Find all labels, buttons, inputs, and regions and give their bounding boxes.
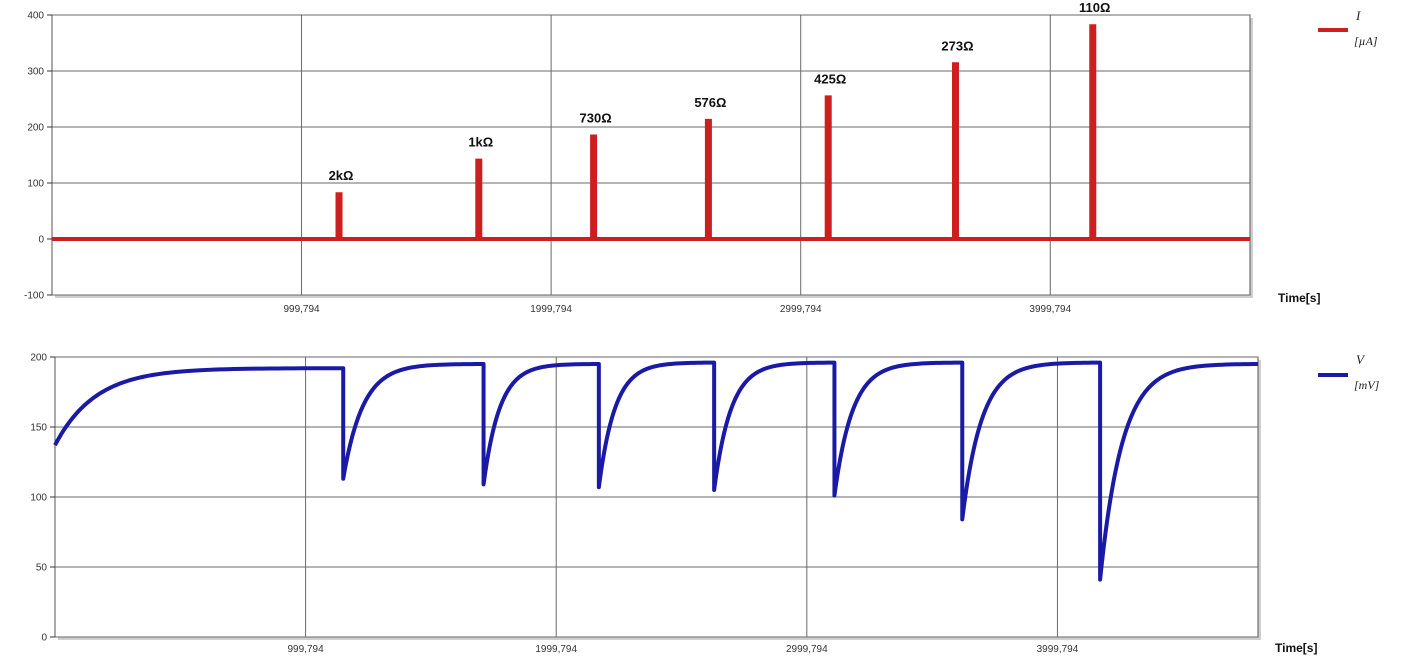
y-tick-label: 150 [30,423,47,434]
pulse-annotation: 273Ω [941,38,973,53]
y-tick-label: -100 [24,291,44,302]
y-tick-label: 100 [30,493,47,504]
legend-series-unit: [µA] [1354,34,1378,48]
y-tick-label: 200 [30,353,47,364]
y-tick-label: 400 [27,11,44,22]
pulse-annotation: 1kΩ [468,135,493,150]
legend-series-name: V [1356,352,1366,367]
x-tick-label: 3999,794 [1029,304,1071,315]
x-tick-label: 3999,794 [1037,644,1079,655]
pulse-annotation: 110Ω [1079,0,1110,15]
x-tick-label: 999,794 [287,644,324,655]
x-tick-label: 2999,794 [786,644,828,655]
legend-series-unit: [mV] [1354,378,1380,392]
pulse-annotation: 576Ω [694,95,726,110]
y-tick-label: 200 [27,123,44,134]
y-tick-label: 300 [27,67,44,78]
y-tick-label: 100 [27,179,44,190]
pulse-annotation: 2kΩ [329,168,354,183]
x-tick-label: 1999,794 [535,644,577,655]
series-line-voltage [53,360,1259,582]
y-tick-label: 50 [36,563,48,574]
pulse-annotation: 425Ω [814,71,846,86]
x-axis-title: Time[s] [1278,291,1320,305]
y-tick-label: 0 [38,235,44,246]
y-tick-label: 0 [41,633,47,644]
plot-area [51,14,1251,296]
x-axis-title: Time[s] [1275,641,1317,655]
pulse-annotation: 730Ω [580,111,612,126]
x-tick-label: 999,794 [283,304,320,315]
current-chart: -100 0 100 200 300 400 999,794 1999,794 2999,794… [24,0,1378,315]
voltage-chart: 0 50 100 150 200 999,794 1999,794 2999,794 3999,… [30,352,1379,655]
legend-series-name: I [1355,8,1361,23]
x-tick-label: 1999,794 [530,304,572,315]
x-tick-label: 2999,794 [780,304,822,315]
